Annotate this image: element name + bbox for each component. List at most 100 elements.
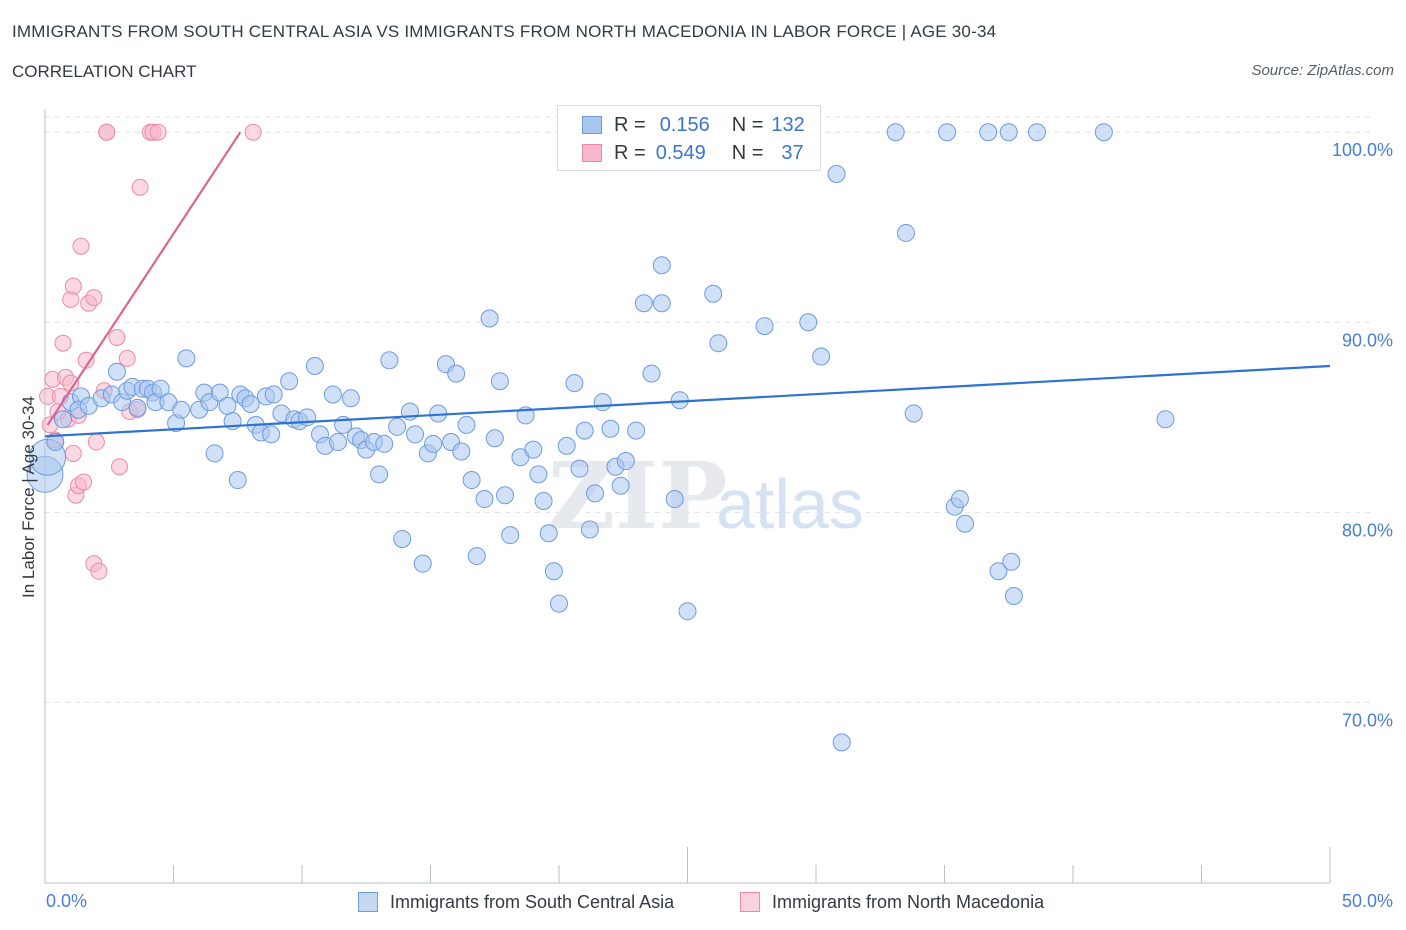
- point-south-central-asia: [616, 452, 635, 471]
- legend-n-value: 132: [771, 113, 805, 136]
- trend-lines: [44, 131, 1331, 438]
- point-south-central-asia: [305, 356, 324, 375]
- point-south-central-asia: [480, 309, 499, 328]
- point-south-central-asia: [570, 459, 589, 478]
- point-south-central-asia: [652, 256, 671, 275]
- legend-r-label: R =: [614, 141, 646, 164]
- point-north-macedonia: [90, 562, 108, 580]
- point-south-central-asia: [53, 410, 72, 429]
- point-north-macedonia: [87, 433, 105, 451]
- point-south-central-asia: [375, 434, 394, 453]
- legend-r-value: 0.156: [659, 113, 710, 136]
- point-north-macedonia: [85, 289, 103, 307]
- bottom-legend-south-central-asia: Immigrants from South Central Asia: [358, 888, 674, 916]
- y-tick-label: 80.0%: [1342, 520, 1393, 540]
- point-south-central-asia: [475, 490, 494, 509]
- point-south-central-asia: [593, 393, 612, 412]
- point-south-central-asia: [462, 471, 481, 490]
- point-south-central-asia: [832, 733, 851, 752]
- point-south-central-asia: [380, 351, 399, 370]
- point-south-central-asia: [228, 471, 247, 490]
- point-north-macedonia: [131, 178, 149, 196]
- point-south-central-asia: [128, 398, 147, 417]
- point-south-central-asia: [177, 349, 196, 368]
- point-south-central-asia: [938, 123, 957, 142]
- point-south-central-asia: [634, 294, 653, 313]
- legend-n-label: N =: [731, 141, 764, 164]
- point-south-central-asia: [601, 419, 620, 438]
- point-south-central-asia: [557, 436, 576, 455]
- x-tick-label: 0.0%: [46, 891, 87, 911]
- point-south-central-asia: [1028, 123, 1047, 142]
- trend-line-north-macedonia: [46, 131, 242, 426]
- point-south-central-asia: [172, 400, 191, 419]
- point-south-central-asia: [989, 562, 1008, 581]
- point-north-macedonia: [72, 237, 90, 255]
- point-north-macedonia: [54, 334, 72, 352]
- point-south-central-asia: [406, 425, 425, 444]
- y-tick-label: 70.0%: [1342, 710, 1393, 730]
- point-north-macedonia: [111, 458, 129, 476]
- point-south-central-asia: [642, 364, 661, 383]
- chart-subtitle: CORRELATION CHART: [12, 62, 197, 81]
- source-label: Source: ZipAtlas.com: [1251, 62, 1394, 79]
- point-south-central-asia: [393, 529, 412, 548]
- point-south-central-asia: [827, 165, 846, 184]
- point-south-central-asia: [904, 404, 923, 423]
- chart-title: IMMIGRANTS FROM SOUTH CENTRAL ASIA VS IM…: [12, 22, 997, 41]
- point-south-central-asia: [1156, 410, 1175, 429]
- point-south-central-asia: [241, 395, 260, 414]
- bottom-legend-label: Immigrants from South Central Asia: [390, 891, 675, 912]
- axis-layer: [44, 109, 1331, 884]
- point-south-central-asia: [529, 465, 548, 484]
- series-north-macedonia: [39, 123, 262, 580]
- watermark-atlas: atlas: [716, 465, 864, 543]
- point-south-central-asia: [496, 486, 515, 505]
- y-axis-title: In Labor Force | Age 30-34: [19, 396, 38, 598]
- axis-labels: 70.0% 80.0% 90.0% 100.0% 0.0% 50.0%: [46, 140, 1393, 911]
- point-north-macedonia: [149, 123, 167, 141]
- point-south-central-asia: [485, 429, 504, 448]
- point-north-macedonia: [118, 349, 136, 367]
- bottom-legend-north-macedonia: Immigrants from North Macedonia: [740, 888, 1044, 916]
- point-south-central-asia: [323, 385, 342, 404]
- legend-swatch-blue: [582, 116, 602, 134]
- point-south-central-asia: [585, 484, 604, 503]
- point-north-macedonia: [98, 123, 116, 141]
- y-tick-label: 100.0%: [1332, 140, 1393, 160]
- correlation-legend: R = 0.156 N = 132 R = 0.549 N = 37: [557, 105, 821, 171]
- point-south-central-asia: [205, 444, 224, 463]
- legend-r-label: R =: [614, 113, 646, 136]
- point-south-central-asia: [1002, 552, 1021, 571]
- series-south-central-asia: [26, 123, 1175, 752]
- legend-swatch-pink: [582, 144, 602, 162]
- point-south-central-asia: [262, 425, 281, 444]
- point-south-central-asia: [652, 294, 671, 313]
- legend-n-value: 37: [781, 141, 804, 164]
- point-south-central-asia: [46, 433, 65, 452]
- bottom-legend-swatch-pink: [740, 892, 760, 912]
- point-south-central-asia: [611, 476, 630, 495]
- point-south-central-asia: [151, 379, 170, 398]
- legend-r-value: 0.549: [655, 141, 706, 164]
- legend-row-north-macedonia: R = 0.549 N = 37: [582, 140, 804, 166]
- point-north-macedonia: [108, 328, 126, 346]
- point-north-macedonia: [64, 277, 82, 295]
- point-south-central-asia: [665, 490, 684, 509]
- point-south-central-asia: [539, 524, 558, 543]
- point-south-central-asia: [896, 223, 915, 242]
- point-south-central-asia: [799, 313, 818, 332]
- point-south-central-asia: [575, 421, 594, 440]
- point-south-central-asia: [709, 334, 728, 353]
- bottom-legend-label: Immigrants from North Macedonia: [772, 891, 1045, 912]
- point-south-central-asia: [490, 372, 509, 391]
- point-south-central-asia: [413, 554, 432, 573]
- point-south-central-asia: [534, 491, 553, 510]
- point-south-central-asia: [341, 389, 360, 408]
- point-south-central-asia: [678, 602, 697, 621]
- point-south-central-asia: [1004, 586, 1023, 605]
- point-south-central-asia: [950, 490, 969, 509]
- x-tick-label: 50.0%: [1342, 891, 1393, 911]
- point-north-macedonia: [75, 473, 93, 491]
